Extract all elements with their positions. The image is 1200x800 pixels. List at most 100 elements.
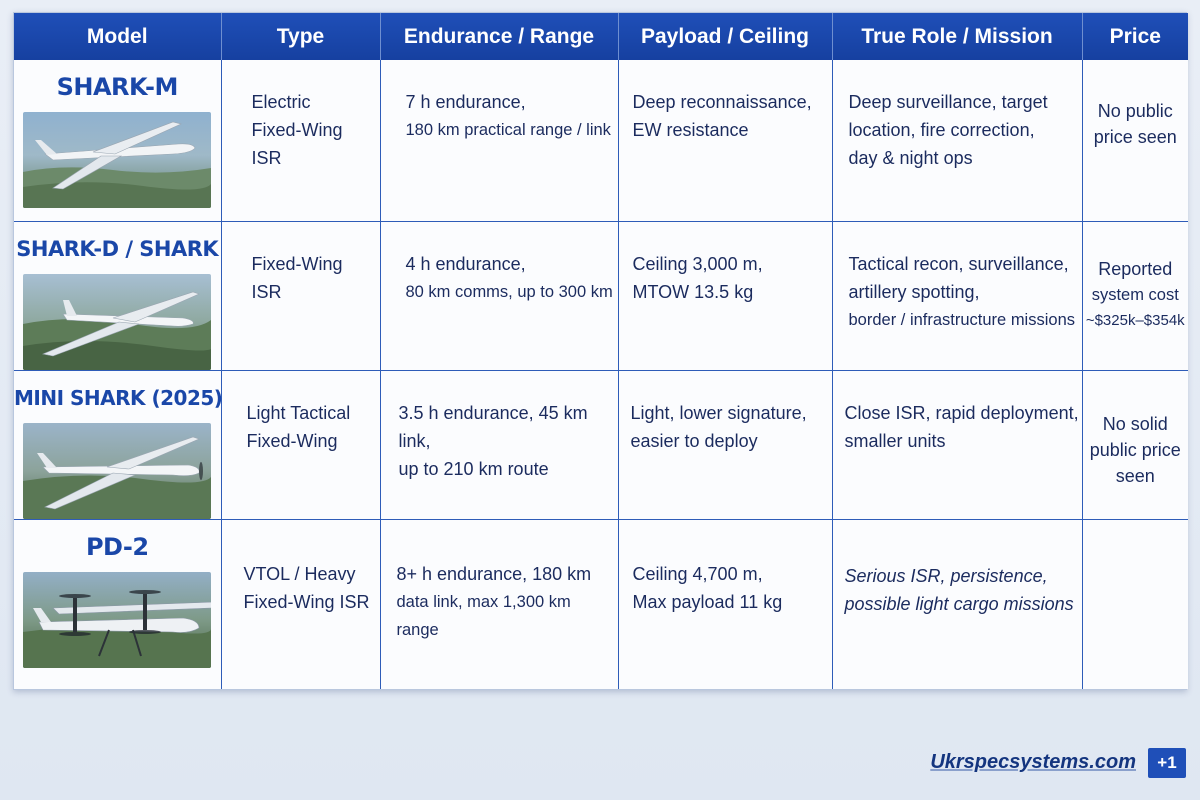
type-line: Fixed-Wing ISR xyxy=(243,591,370,612)
table-row: PD-2 xyxy=(14,519,1188,689)
model-cell: SHARK-D / SHARK xyxy=(14,221,222,371)
header-payload: Payload / Ceiling xyxy=(618,13,833,60)
role-line: Close ISR, rapid deployment, xyxy=(844,402,1079,423)
role-text: Deep surveillance, target location, fire… xyxy=(833,60,1082,172)
endurance-text: 3.5 h endurance, 45 km link, up to 210 k… xyxy=(381,371,618,483)
type-line: ISR xyxy=(251,281,282,302)
price-line: system cost xyxy=(1091,285,1179,304)
header-price: Price xyxy=(1082,13,1188,60)
source-link[interactable]: Ukrspecsystems.com xyxy=(930,751,1136,773)
type-line: ISR xyxy=(251,148,282,168)
type-text: Light Tactical Fixed-Wing xyxy=(222,371,380,455)
endurance-line: 3.5 h endurance, 45 km link, xyxy=(398,402,588,451)
role-text: Tactical recon, surveillance, artillery … xyxy=(833,222,1082,334)
endurance-line: up to 210 km route xyxy=(398,458,549,479)
endurance-line: 8+ h endurance, 180 km xyxy=(396,563,592,584)
type-line: VTOL / Heavy xyxy=(243,563,356,584)
role-cell: Tactical recon, surveillance, artillery … xyxy=(832,221,1083,371)
role-line: smaller units xyxy=(844,430,946,451)
role-line: Tactical recon, surveillance, xyxy=(848,253,1069,274)
role-line: Serious ISR, persistence, xyxy=(844,565,1048,586)
table-row: MINI SHARK (2025) xyxy=(14,370,1189,520)
price-text: Reported system cost ~$325k–$354k xyxy=(1083,222,1189,334)
fixed-wing-drone-photo xyxy=(23,422,212,519)
endurance-line: 7 h endurance, xyxy=(405,92,526,112)
endurance-line: 80 km comms, up to 300 km xyxy=(405,282,613,301)
payload-text: Deep reconnaissance, EW resistance xyxy=(619,60,832,144)
role-line: location, fire correction, xyxy=(848,120,1035,140)
type-text: Fixed-Wing ISR xyxy=(222,222,380,306)
payload-line: Ceiling 3,000 m, xyxy=(632,253,763,274)
model-cell: MINI SHARK (2025) xyxy=(14,370,223,520)
table-row: SHARK-D / SHARK xyxy=(14,221,1189,371)
price-line: No solid xyxy=(1102,413,1168,434)
payload-line: EW resistance xyxy=(632,120,749,140)
model-cell: SHARK-M xyxy=(14,60,222,222)
header-model: Model xyxy=(14,13,222,60)
role-line: possible light cargo missions xyxy=(844,593,1074,614)
type-line: Light Tactical xyxy=(246,402,351,423)
model-name: PD-2 xyxy=(85,532,149,561)
more-sources-badge[interactable]: +1 xyxy=(1148,748,1186,778)
role-line: Deep surveillance, target xyxy=(848,92,1048,112)
type-line: Fixed-Wing xyxy=(251,120,343,140)
payload-line: easier to deploy xyxy=(630,430,758,451)
type-cell: VTOL / Heavy Fixed-Wing ISR xyxy=(221,519,381,689)
endurance-text: 8+ h endurance, 180 km data link, max 1,… xyxy=(381,520,618,644)
header-endurance: Endurance / Range xyxy=(380,13,619,60)
payload-cell: Ceiling 3,000 m, MTOW 13.5 kg xyxy=(618,221,833,371)
vtol-drone-photo xyxy=(23,571,212,668)
type-line: Fixed-Wing xyxy=(246,430,338,451)
comparison-table: Model Type Endurance / Range Payload / C… xyxy=(13,12,1189,690)
type-cell: Electric Fixed-Wing ISR xyxy=(221,60,381,222)
endurance-line: data link, max 1,300 km range xyxy=(396,592,571,639)
role-cell: Serious ISR, persistence, possible light… xyxy=(832,519,1083,689)
header-type: Type xyxy=(221,13,381,60)
price-line: seen xyxy=(1115,465,1155,486)
payload-line: Max payload 11 kg xyxy=(632,591,783,612)
payload-text: Ceiling 4,700 m, Max payload 11 kg xyxy=(619,520,832,616)
price-line: public price xyxy=(1089,439,1181,460)
table-row: SHARK-M E xyxy=(14,60,1189,222)
model-name: SHARK-M xyxy=(56,73,179,101)
header-row: Model Type Endurance / Range Payload / C… xyxy=(14,13,1188,60)
type-text: VTOL / Heavy Fixed-Wing ISR xyxy=(222,520,380,616)
endurance-text: 4 h endurance, 80 km comms, up to 300 km xyxy=(381,222,618,306)
endurance-cell: 8+ h endurance, 180 km data link, max 1,… xyxy=(380,519,619,689)
payload-line: Light, lower signature, xyxy=(630,402,807,423)
role-line: border / infrastructure missions xyxy=(848,310,1076,329)
price-cell: No solid public price seen xyxy=(1082,370,1189,520)
payload-cell: Light, lower signature, easier to deploy xyxy=(618,370,833,520)
payload-cell: Ceiling 4,700 m, Max payload 11 kg xyxy=(618,519,833,689)
role-line: day & night ops xyxy=(848,148,973,168)
model-name: MINI SHARK (2025) xyxy=(14,385,223,410)
type-cell: Fixed-Wing ISR xyxy=(221,221,381,371)
price-text: No solid public price seen xyxy=(1083,371,1189,489)
price-cell: Reported system cost ~$325k–$354k xyxy=(1082,221,1189,371)
type-text: Electric Fixed-Wing ISR xyxy=(222,60,380,172)
endurance-line: 4 h endurance, xyxy=(405,253,526,274)
model-name: SHARK-D / SHARK xyxy=(16,236,219,261)
endurance-cell: 3.5 h endurance, 45 km link, up to 210 k… xyxy=(380,370,619,520)
payload-line: MTOW 13.5 kg xyxy=(632,281,754,302)
price-line: price seen xyxy=(1093,127,1177,147)
type-cell: Light Tactical Fixed-Wing xyxy=(221,370,381,520)
header-role: True Role / Mission xyxy=(832,13,1083,60)
price-line: Reported xyxy=(1098,258,1173,279)
endurance-text: 7 h endurance, 180 km practical range / … xyxy=(381,60,618,144)
role-cell: Close ISR, rapid deployment, smaller uni… xyxy=(832,370,1083,520)
payload-line: Ceiling 4,700 m, xyxy=(632,563,763,584)
role-text: Close ISR, rapid deployment, smaller uni… xyxy=(833,371,1082,455)
price-line: No public xyxy=(1097,101,1173,121)
role-line: artillery spotting, xyxy=(848,281,980,302)
payload-line: Deep reconnaissance, xyxy=(632,92,812,112)
payload-cell: Deep reconnaissance, EW resistance xyxy=(618,60,833,222)
endurance-line: 180 km practical range / link xyxy=(405,121,611,139)
type-line: Electric xyxy=(251,92,311,112)
payload-text: Light, lower signature, easier to deploy xyxy=(619,371,832,455)
price-cell xyxy=(1082,519,1188,689)
endurance-cell: 7 h endurance, 180 km practical range / … xyxy=(380,60,619,222)
fixed-wing-drone-photo xyxy=(23,273,212,370)
price-cell: No public price seen xyxy=(1082,60,1189,222)
price-text: No public price seen xyxy=(1083,60,1189,150)
